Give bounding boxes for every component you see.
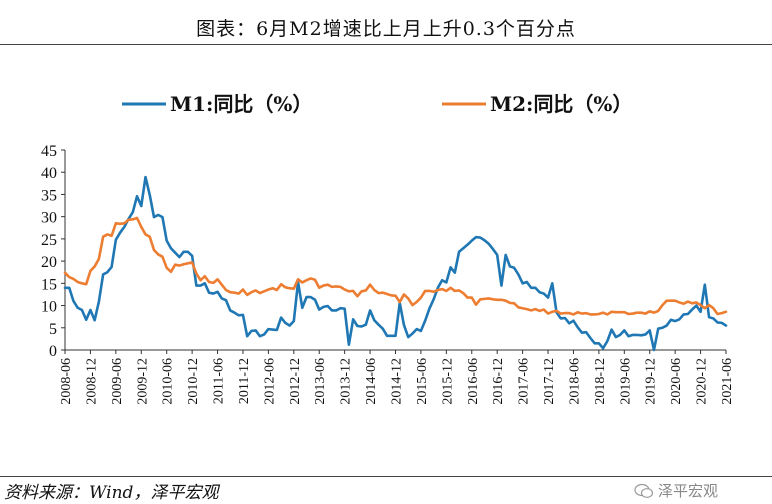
title-rule bbox=[0, 44, 772, 45]
x-tick-label: 2009-06 bbox=[110, 358, 125, 405]
chart-title: 图表：6月M2增速比上月上升0.3个百分点 bbox=[196, 18, 576, 40]
y-tick-label: 40 bbox=[41, 165, 57, 182]
x-tick-label: 2014-12 bbox=[390, 358, 405, 405]
x-tick-label: 2011-12 bbox=[237, 358, 252, 404]
x-tick-label: 2009-12 bbox=[135, 358, 150, 405]
footer-rule bbox=[0, 476, 772, 477]
x-tick-label: 2008-06 bbox=[59, 358, 74, 405]
x-tick-label: 2012-06 bbox=[262, 358, 277, 405]
source-note: 资料来源：Wind，泽平宏观 bbox=[4, 483, 219, 503]
series-m2-line bbox=[63, 216, 728, 316]
y-tick-label: 0 bbox=[49, 343, 57, 360]
x-tick-label: 2012-12 bbox=[288, 358, 303, 405]
line-chart: 0 5 10 15 20 25 30 35 40 45 2008-06 2008-12 2009-06 2… bbox=[41, 92, 735, 405]
x-tick-label: 2010-12 bbox=[186, 358, 201, 405]
wechat-icon bbox=[634, 483, 654, 498]
y-tick-label: 15 bbox=[41, 276, 57, 293]
x-tick-label: 2011-06 bbox=[212, 358, 227, 404]
x-tick-label: 2020-06 bbox=[669, 358, 684, 405]
y-tick-label: 45 bbox=[41, 143, 57, 160]
y-tick-label: 25 bbox=[41, 232, 57, 249]
x-tick-label: 2019-12 bbox=[644, 358, 659, 405]
x-tick-label: 2017-12 bbox=[542, 358, 557, 405]
x-tick-label: 2015-06 bbox=[415, 358, 430, 405]
x-tick-label: 2013-06 bbox=[313, 358, 328, 405]
x-tick-label: 2014-06 bbox=[364, 358, 379, 405]
y-tick-label: 5 bbox=[49, 321, 57, 338]
y-tick-label: 30 bbox=[41, 210, 57, 227]
series-m1-line bbox=[63, 175, 728, 352]
legend-label: M1:同比（%） bbox=[170, 92, 312, 116]
x-tick-label: 2020-12 bbox=[695, 358, 710, 405]
x-tick-label: 2018-06 bbox=[567, 358, 582, 405]
watermark-text: 泽平宏观 bbox=[658, 482, 719, 500]
x-tick-label: 2008-12 bbox=[84, 358, 99, 405]
x-tick-label: 2016-06 bbox=[466, 358, 481, 405]
x-tick-label: 2021-06 bbox=[720, 358, 735, 405]
x-tick-label: 2016-12 bbox=[491, 358, 506, 405]
x-tick-label: 2017-06 bbox=[517, 358, 532, 405]
x-tick-label: 2010-06 bbox=[161, 358, 176, 405]
legend-label: M2:同比（%） bbox=[490, 92, 632, 116]
x-tick-label: 2013-12 bbox=[339, 358, 354, 405]
y-tick-label: 10 bbox=[41, 299, 57, 316]
y-tick-label: 35 bbox=[41, 187, 57, 204]
x-tick-label: 2018-12 bbox=[593, 358, 608, 405]
x-tick-label: 2019-06 bbox=[618, 358, 633, 405]
watermark: 泽平宏观 bbox=[634, 480, 718, 501]
x-tick-label: 2015-12 bbox=[440, 358, 455, 405]
y-tick-label: 20 bbox=[41, 254, 57, 271]
